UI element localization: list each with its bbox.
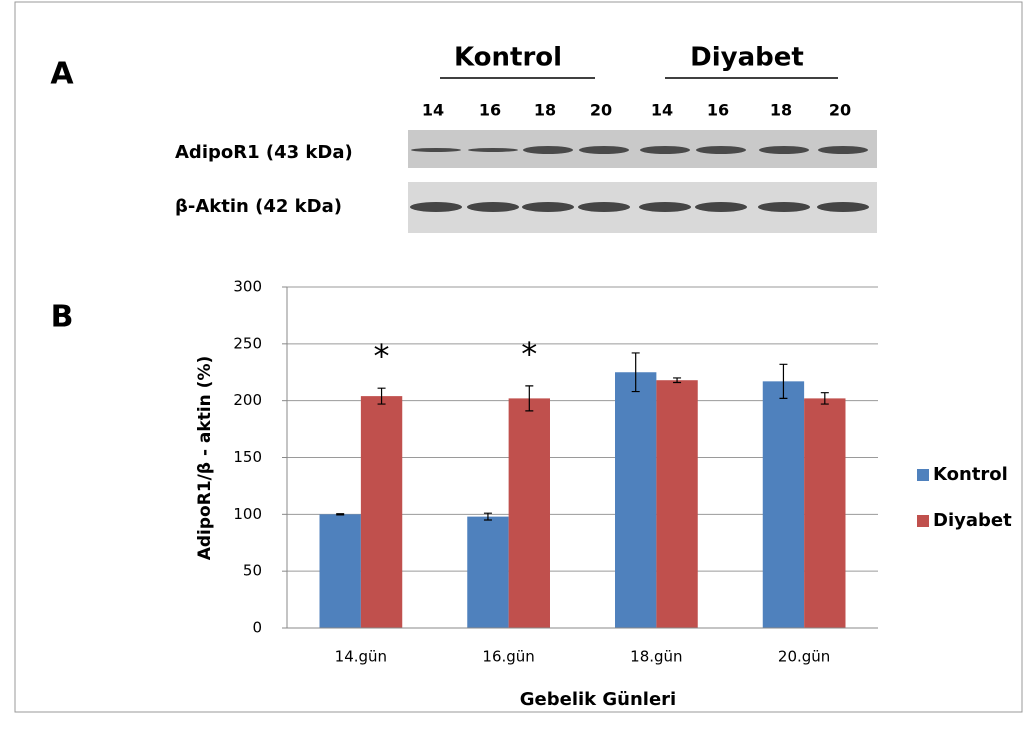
band [758,202,810,212]
band [467,202,519,212]
band [639,202,691,212]
band [640,146,690,154]
panel-label: A [50,57,74,92]
x-axis-title: Gebelik Günleri [520,689,676,710]
y-tick-label: 50 [243,562,262,580]
y-tick-label: 200 [233,391,262,409]
x-tick-label: 16.gün [482,648,534,666]
legend-swatch [917,515,929,527]
significance-marker: * [374,337,390,375]
blot-label: β-Aktin (42 kDa) [175,196,342,217]
band [468,148,518,152]
lane-label: 14 [422,101,444,120]
band [818,146,868,154]
bar [509,398,550,628]
blot-label: AdipoR1 (43 kDa) [175,142,353,163]
bar [320,514,361,628]
band [696,146,746,154]
bar [467,517,508,628]
band [523,146,573,154]
legend-label: Kontrol [933,464,1008,485]
x-tick-label: 14.gün [335,648,387,666]
band [695,202,747,212]
x-tick-label: 20.gün [778,648,830,666]
group-label: Kontrol [454,43,562,73]
bar [656,380,697,628]
bar [804,398,845,628]
legend-swatch [917,469,929,481]
band [759,146,809,154]
y-axis-title: AdipoR1/β - aktin (%) [195,356,215,561]
band [410,202,462,212]
significance-marker: * [521,335,537,373]
lane-label: 20 [590,101,612,120]
lane-label: 20 [829,101,851,120]
group-label: Diyabet [690,43,804,73]
figure: A B Kontrol Diyabet AdipoR1 (43 kDa) β-A… [0,0,1036,729]
legend-label: Diyabet [933,510,1012,531]
lane-label: 16 [707,101,729,120]
page: {"panel_a": {"label": "A", "groups": ["K… [0,0,1036,729]
band [522,202,574,212]
lane-label: 16 [479,101,501,120]
bar [763,381,804,628]
band [817,202,869,212]
panel-label: B [51,300,74,335]
y-tick-label: 0 [252,619,262,637]
bar [615,372,656,628]
y-tick-label: 100 [233,505,262,523]
band [579,146,629,154]
lane-label: 18 [770,101,792,120]
band [411,148,461,152]
bar [361,396,402,628]
lane-label: 14 [651,101,673,120]
y-tick-label: 150 [233,448,262,466]
band [578,202,630,212]
lane-label: 18 [534,101,556,120]
error-bar [336,514,344,515]
x-tick-label: 18.gün [630,648,682,666]
y-tick-label: 300 [233,278,262,296]
y-tick-label: 250 [233,334,262,352]
